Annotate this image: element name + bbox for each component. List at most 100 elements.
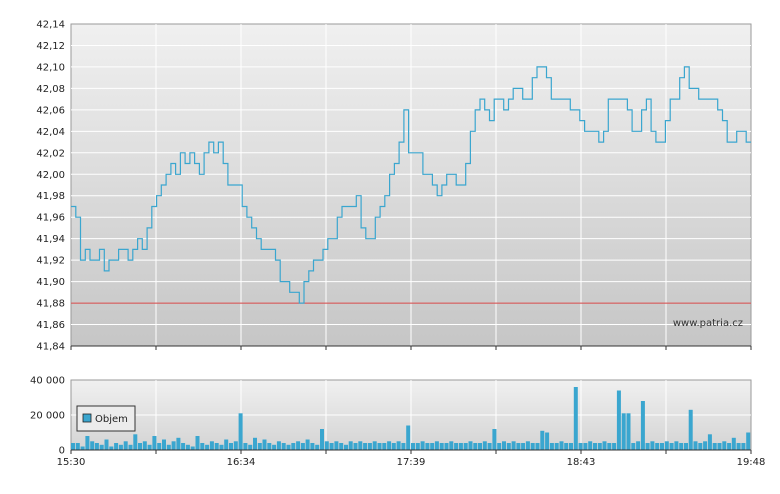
price-tick-label: 42,00	[36, 170, 65, 181]
volume-bar	[267, 443, 272, 450]
volume-bar	[597, 443, 602, 450]
price-tick-label: 41,88	[36, 299, 65, 310]
volume-bar	[118, 444, 123, 451]
legend-label: Objem	[95, 414, 128, 425]
volume-bar	[693, 441, 698, 451]
volume-bar	[583, 443, 588, 450]
volume-bar	[387, 441, 392, 451]
volume-bar	[660, 443, 664, 450]
volume-tick-label: 40 000	[30, 376, 65, 387]
volume-bar	[396, 441, 401, 451]
volume-bar	[253, 437, 257, 451]
volume-bar	[171, 441, 176, 451]
volume-bar	[310, 443, 315, 450]
legend-swatch	[82, 413, 92, 423]
volume-bar	[320, 429, 324, 450]
volume-bar	[458, 443, 463, 450]
volume-bar	[152, 436, 157, 450]
volume-bar	[674, 441, 679, 451]
time-tick-label: 18:43	[567, 457, 596, 468]
volume-bar	[741, 443, 746, 450]
volume-bar	[142, 441, 147, 451]
volume-bar	[243, 443, 248, 450]
volume-bar	[569, 443, 573, 450]
price-tick-label: 42,04	[36, 127, 65, 138]
price-tick-label: 41,86	[36, 320, 65, 331]
price-tick-label: 42,10	[36, 62, 65, 73]
volume-bar	[664, 441, 669, 451]
volume-bar	[334, 441, 339, 451]
volume-bar	[497, 443, 502, 450]
volume-bar	[133, 434, 138, 451]
volume-bar	[684, 443, 688, 450]
volume-bar	[128, 444, 133, 451]
volume-bar	[679, 443, 684, 450]
volume-bar	[425, 443, 430, 450]
volume-bar	[650, 441, 655, 451]
volume-bar	[722, 441, 727, 451]
volume-bar	[612, 443, 617, 450]
price-tick-label: 41,94	[36, 234, 65, 245]
volume-bar	[578, 443, 583, 450]
volume-bar	[573, 387, 578, 450]
volume-bar	[80, 446, 85, 450]
volume-bar	[324, 441, 329, 451]
price-tick-label: 42,14	[36, 20, 65, 31]
volume-bar	[99, 444, 104, 451]
volume-bar	[640, 401, 645, 450]
volume-bar	[454, 443, 459, 450]
volume-bar	[281, 443, 286, 450]
volume-bar	[511, 441, 516, 451]
volume-bar	[645, 443, 650, 450]
volume-bar	[731, 437, 736, 451]
volume-bar	[176, 437, 181, 451]
volume-bar	[411, 443, 415, 450]
volume-bar	[329, 443, 334, 450]
volume-bar	[707, 434, 712, 451]
volume-bar	[621, 413, 626, 451]
volume-bar	[549, 443, 554, 450]
time-tick-label: 17:39	[397, 457, 426, 468]
volume-bar	[478, 443, 482, 450]
volume-bar	[114, 443, 119, 450]
volume-bar	[616, 390, 621, 450]
price-tick-label: 41,96	[36, 213, 65, 224]
price-line	[71, 66, 751, 304]
watermark: www.patria.cz	[673, 318, 743, 329]
volume-bar	[506, 443, 511, 450]
volume-bar	[525, 441, 530, 451]
volume-bar	[344, 444, 348, 451]
volume-bar	[463, 443, 468, 450]
volume-bar	[291, 443, 296, 450]
volume-bar	[315, 444, 320, 451]
volume-bar	[473, 443, 478, 450]
volume-bar	[262, 439, 267, 450]
price-tick-label: 41,92	[36, 256, 65, 267]
volume-bar	[487, 443, 492, 450]
price-tick-label: 42,06	[36, 105, 65, 116]
volume-bar	[564, 443, 569, 450]
volume-bar	[238, 413, 243, 451]
volume-bar	[257, 443, 262, 450]
volume-bar	[272, 444, 277, 451]
volume-bar	[229, 443, 233, 450]
volume-bar	[540, 430, 545, 451]
volume-bar	[727, 443, 732, 450]
volume-bar	[382, 443, 387, 450]
volume-bar	[185, 444, 190, 451]
volume-tick-label: 20 000	[30, 411, 65, 422]
volume-bar	[736, 443, 741, 450]
volume-bar	[190, 446, 195, 450]
volume-bar	[205, 444, 210, 451]
volume-bar	[372, 441, 377, 451]
volume-bar	[698, 443, 703, 450]
volume-bar	[631, 443, 636, 450]
volume-bar	[468, 441, 473, 451]
volume-bar	[444, 443, 449, 450]
volume-bar	[482, 441, 487, 451]
volume-bar	[181, 443, 186, 450]
volume-bar	[94, 443, 99, 450]
volume-bar	[406, 425, 411, 450]
volume-bar	[233, 441, 238, 451]
